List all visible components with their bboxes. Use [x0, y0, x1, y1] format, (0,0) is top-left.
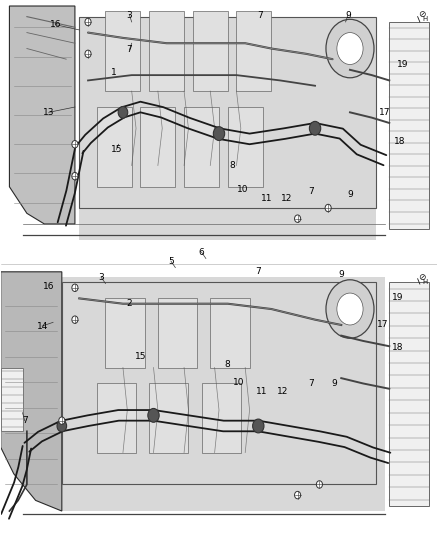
Bar [149, 383, 188, 453]
Bar [210, 298, 250, 368]
Bar [79, 17, 376, 208]
Text: 13: 13 [43, 108, 54, 117]
Bar [62, 282, 376, 484]
Circle shape [337, 33, 363, 64]
Bar [228, 107, 263, 187]
Text: 19: 19 [397, 60, 408, 69]
Text: 17: 17 [379, 108, 391, 117]
Circle shape [326, 19, 374, 78]
Circle shape [57, 420, 67, 432]
Bar [193, 11, 228, 91]
Bar [158, 298, 197, 368]
Circle shape [326, 280, 374, 338]
Circle shape [309, 122, 321, 135]
Circle shape [294, 491, 300, 499]
Bar [62, 277, 385, 511]
Text: 8: 8 [229, 161, 235, 170]
Text: 18: 18 [395, 137, 406, 146]
Bar [201, 383, 241, 453]
Bar [106, 298, 145, 368]
Text: 16: 16 [43, 282, 54, 291]
Text: 12: 12 [277, 387, 288, 396]
Text: 19: 19 [392, 293, 404, 302]
Text: 14: 14 [36, 321, 48, 330]
Text: 6: 6 [199, 248, 205, 257]
Text: $\oslash$: $\oslash$ [418, 272, 427, 282]
Circle shape [72, 316, 78, 324]
Text: 7: 7 [308, 379, 314, 388]
Bar [1, 368, 22, 431]
Text: 16: 16 [49, 20, 61, 29]
Text: 3: 3 [127, 11, 132, 20]
Polygon shape [10, 6, 75, 224]
Circle shape [72, 284, 78, 292]
Text: H: H [422, 279, 427, 286]
Bar [237, 11, 272, 91]
Bar [97, 383, 136, 453]
Text: 1: 1 [111, 68, 117, 77]
Text: 15: 15 [111, 145, 122, 154]
Text: 3: 3 [98, 273, 104, 281]
Circle shape [337, 293, 363, 325]
Text: 7: 7 [308, 187, 314, 196]
Bar [79, 17, 376, 240]
Circle shape [253, 419, 264, 433]
Circle shape [85, 18, 91, 26]
Text: H: H [422, 17, 427, 22]
Text: 8: 8 [225, 360, 231, 369]
Bar [389, 282, 428, 506]
Text: 7: 7 [258, 11, 263, 20]
Bar [97, 107, 132, 187]
Text: 12: 12 [281, 194, 292, 203]
Bar [149, 11, 184, 91]
Circle shape [316, 481, 322, 488]
Text: 11: 11 [261, 194, 273, 203]
Text: 7: 7 [22, 416, 28, 425]
Circle shape [72, 172, 78, 180]
Circle shape [325, 204, 331, 212]
Circle shape [72, 141, 78, 148]
Circle shape [59, 417, 65, 424]
Text: 7: 7 [255, 268, 261, 276]
Text: 10: 10 [233, 378, 244, 387]
Text: 9: 9 [347, 190, 353, 199]
Text: 9: 9 [345, 11, 351, 20]
Bar [141, 107, 175, 187]
Text: 7: 7 [127, 45, 132, 54]
Text: 17: 17 [377, 320, 389, 329]
Text: 11: 11 [256, 387, 267, 396]
Circle shape [118, 107, 128, 118]
Bar [389, 22, 428, 229]
Text: 9: 9 [332, 379, 338, 388]
Circle shape [148, 408, 159, 422]
Text: 10: 10 [237, 185, 249, 194]
Text: 18: 18 [392, 343, 404, 352]
Circle shape [213, 127, 225, 141]
Text: 15: 15 [134, 352, 146, 361]
Bar [106, 11, 141, 91]
Text: $\oslash$: $\oslash$ [418, 9, 427, 19]
Circle shape [85, 50, 91, 58]
Polygon shape [1, 272, 62, 511]
Circle shape [294, 215, 300, 222]
Text: 9: 9 [339, 270, 344, 279]
Text: 2: 2 [127, 299, 132, 308]
Bar [184, 107, 219, 187]
Text: 5: 5 [168, 257, 174, 265]
